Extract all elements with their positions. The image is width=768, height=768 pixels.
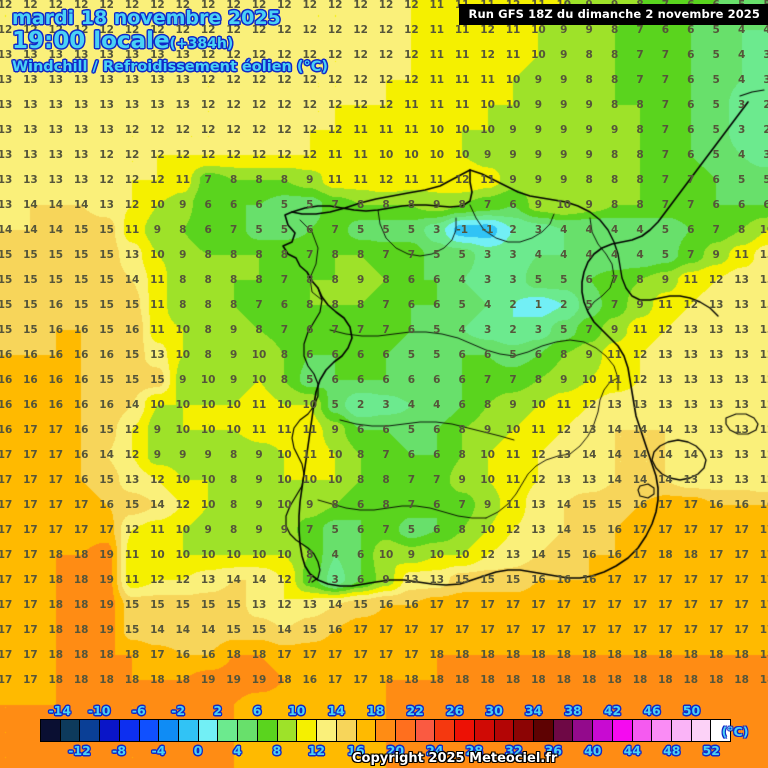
- legend-swatch: [198, 720, 219, 741]
- legend-swatch: [514, 720, 534, 741]
- legend-swatch: [711, 720, 731, 741]
- legend-tick-bottom: -12: [68, 743, 91, 758]
- legend-swatch: [257, 720, 278, 741]
- legend-tick-bottom: -4: [151, 743, 166, 758]
- legend-tick-top: 6: [252, 703, 262, 718]
- legend-tick-bottom: 24: [426, 743, 444, 758]
- legend-tick-bottom: -8: [112, 743, 126, 758]
- legend-swatch: [179, 720, 199, 741]
- legend-swatch: [612, 720, 633, 741]
- legend-swatch: [119, 720, 140, 741]
- legend-tick-top: -10: [87, 703, 111, 718]
- legend-tick-top: -14: [48, 703, 72, 718]
- legend-tick-top: 50: [682, 703, 701, 718]
- legend-tick-top: 2: [213, 703, 223, 718]
- legend-swatch: [277, 720, 298, 741]
- legend-tick-bottom: 32: [505, 743, 523, 758]
- legend-tick-bottom: 8: [272, 743, 282, 758]
- legend-tick-bottom: 0: [193, 743, 203, 758]
- legend-tick-top: 26: [445, 703, 464, 718]
- legend-swatch: [435, 720, 456, 741]
- legend-swatch: [159, 720, 180, 741]
- legend-swatch: [41, 720, 61, 741]
- legend-swatch: [238, 720, 258, 741]
- legend-tick-top: 38: [564, 703, 582, 718]
- legend-swatch: [336, 720, 357, 741]
- map-headline: mardi 18 novembre 2025 19:00 locale(+384…: [12, 8, 328, 75]
- legend-tick-bottom: 48: [663, 743, 681, 758]
- legend-swatch: [356, 720, 377, 741]
- headline-lead-time: (+384h): [169, 36, 234, 53]
- headline-time: 19:00 locale: [12, 28, 170, 55]
- legend-tick-bottom: 12: [307, 743, 326, 758]
- legend-swatch: [632, 720, 653, 741]
- legend-tick-top: 18: [366, 703, 385, 718]
- model-run-banner: Run GFS 18Z du dimanche 2 novembre 2025: [458, 4, 768, 25]
- legend-tick-top: 34: [524, 703, 543, 718]
- legend-tick-top: -6: [131, 703, 146, 718]
- legend-swatch: [415, 720, 436, 741]
- legend-unit-label: (°C): [721, 724, 749, 739]
- legend-swatch: [297, 720, 318, 741]
- legend-swatch: [573, 720, 594, 741]
- legend-tick-bottom: 20: [386, 743, 405, 758]
- legend-tick-top: -2: [171, 703, 186, 718]
- legend-tick-bottom: 44: [623, 743, 641, 758]
- legend-swatch: [455, 720, 475, 741]
- legend-tick-bottom: 52: [702, 743, 720, 758]
- legend-tick-top: 42: [603, 703, 622, 718]
- legend-swatch: [494, 720, 515, 741]
- legend-tick-bottom: 40: [584, 743, 602, 758]
- legend-tick-top: 14: [327, 703, 345, 718]
- legend-swatch: [533, 720, 554, 741]
- legend-tick-top: 30: [485, 703, 503, 718]
- legend-swatch: [100, 720, 120, 741]
- legend-tick-bottom: 16: [347, 743, 365, 758]
- copyright-notice: Copyright 2025 Meteociel.fr: [352, 751, 558, 766]
- headline-parameter: Windchill / Refroidissement éolien (°C): [12, 58, 329, 75]
- legend-swatch: [376, 720, 396, 741]
- legend-swatch: [593, 720, 613, 741]
- legend-swatch: [80, 720, 101, 741]
- legend-swatch: [139, 720, 160, 741]
- legend-swatch: [672, 720, 692, 741]
- color-legend-bar: [40, 719, 731, 742]
- legend-tick-bottom: 28: [465, 743, 484, 758]
- legend-tick-bottom: 4: [233, 743, 242, 758]
- legend-swatch: [218, 720, 239, 741]
- legend-tick-top: 22: [406, 703, 424, 718]
- legend-swatch: [553, 720, 574, 741]
- legend-tick-bottom: 36: [544, 743, 563, 758]
- headline-date: mardi 18 novembre 2025: [12, 7, 281, 29]
- legend-swatch: [474, 720, 495, 741]
- legend-tick-top: 10: [287, 703, 306, 718]
- legend-swatch: [60, 720, 81, 741]
- legend-tick-top: 46: [643, 703, 661, 718]
- legend-swatch: [652, 720, 672, 741]
- headline-time-row: 19:00 locale(+384h): [12, 29, 328, 53]
- legend-swatch: [317, 720, 337, 741]
- legend-swatch: [691, 720, 712, 741]
- legend-swatch: [395, 720, 416, 741]
